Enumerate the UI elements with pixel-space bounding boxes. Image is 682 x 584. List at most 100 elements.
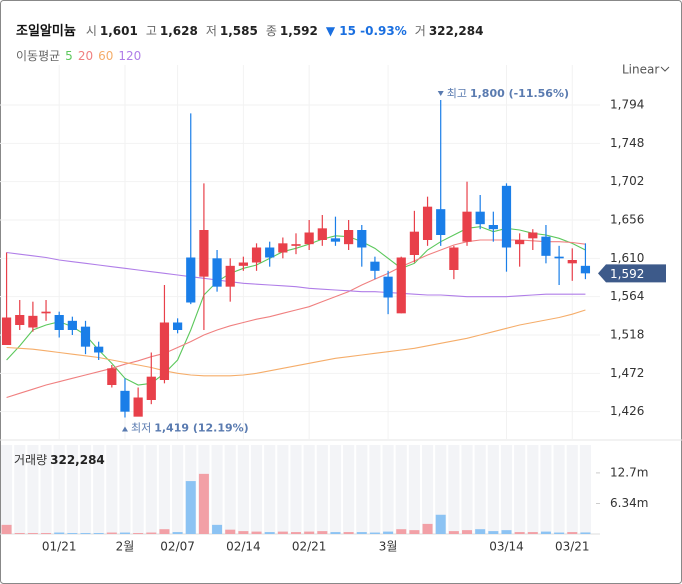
x-tick-label: 02/07 (160, 540, 195, 554)
volume-stripe (527, 445, 539, 534)
volume-stripe (579, 445, 591, 534)
volume-stripe (500, 445, 513, 534)
volume-bar (514, 532, 525, 534)
x-tick-label: 2월 (116, 540, 135, 554)
candle-body (15, 315, 25, 325)
volume-bar (422, 523, 433, 534)
y-tick-label: 1,426 (610, 404, 644, 418)
volume-stripe (474, 445, 486, 534)
volume-stripe (158, 445, 171, 534)
volume-stripe (461, 445, 473, 534)
volume-stripe (40, 445, 52, 534)
volume-stripe (172, 445, 184, 534)
volume-bar (93, 533, 104, 534)
candle-body (396, 257, 406, 314)
volume-stripe (277, 445, 289, 534)
annotation-value: 1,800 (-11.56%) (470, 87, 569, 100)
volume-stripe (290, 445, 302, 534)
ma-line (6, 309, 586, 377)
volume-stripe (93, 445, 105, 534)
x-tick-label: 02/21 (292, 540, 327, 554)
x-tick-label: 02/14 (226, 540, 261, 554)
volume-bar (330, 532, 341, 534)
candle-body (370, 261, 380, 271)
annotation-arrow (437, 91, 444, 96)
legend-entry: 120 (118, 49, 142, 63)
volume-stripe (224, 445, 236, 534)
candle-body (449, 247, 459, 270)
volume-bar (383, 531, 394, 534)
volume-bar (14, 533, 25, 534)
volume-stripe (566, 445, 578, 534)
volume-stripe (369, 445, 381, 534)
volume-bar (580, 532, 591, 534)
candle-body (80, 326, 91, 347)
volume-bar (554, 532, 565, 534)
volume-bar (277, 531, 288, 534)
candle-body (291, 244, 301, 246)
y-tick-label: 1,656 (610, 213, 644, 227)
volume-stripe (264, 445, 276, 534)
candle-body (41, 311, 51, 314)
volume-stripe (329, 445, 342, 534)
legend-title: 이동평균 (16, 49, 61, 63)
volume-bar (106, 532, 117, 534)
volume-stripe (540, 445, 552, 534)
x-tick-label: 03/14 (489, 540, 524, 554)
volume-bar (172, 532, 183, 534)
volume-stripe (27, 445, 39, 534)
volume-stripe (14, 445, 26, 534)
volume-tick-label: 6.34m (610, 496, 648, 510)
volume-bar (119, 532, 130, 534)
last-price-label: 1,592 (610, 267, 644, 281)
volume-bar (409, 530, 420, 534)
y-tick-label: 1,610 (610, 251, 644, 265)
annotation-label: 최저 (131, 422, 151, 435)
annotation: 최고 1,800 (-11.56%) (447, 87, 569, 100)
candle-body (94, 346, 104, 353)
candle-body (251, 247, 262, 263)
volume-bar (27, 533, 38, 534)
candle-body (554, 256, 564, 259)
volume-bar (448, 531, 459, 534)
candle-body (383, 276, 393, 298)
volume-stripe (487, 445, 499, 534)
volume-stripe (395, 445, 407, 534)
volume-bar (396, 529, 407, 534)
candle-body (422, 206, 433, 240)
candle-body (409, 231, 420, 255)
dropdown-chevron[interactable] (660, 66, 670, 72)
volume-stripe (435, 445, 447, 534)
volume-stripe (145, 445, 157, 534)
volume-header: 거래량 322,284 (14, 451, 113, 468)
volume-bar (369, 532, 380, 534)
scale-dropdown[interactable]: Linear (622, 63, 659, 77)
volume-bar (264, 532, 275, 534)
y-tick-label: 1,472 (610, 366, 644, 380)
candle-body (528, 232, 538, 239)
candle-body (107, 368, 117, 385)
volume-bar (80, 533, 91, 534)
stock-name: 조일알미늄 (16, 24, 76, 39)
candle-body (54, 315, 64, 330)
candle-body (238, 262, 248, 266)
candle-body (501, 185, 512, 248)
x-tick-label: 03/21 (555, 540, 590, 554)
last-price-tag (598, 264, 666, 283)
candle-body (541, 236, 551, 256)
x-tick-label: 01/21 (42, 540, 77, 554)
candle-body (199, 230, 209, 277)
candle-body (357, 230, 367, 248)
candle-body (278, 243, 288, 253)
candle-body (225, 265, 235, 287)
price-label: 시 (85, 24, 97, 38)
volume-bar (304, 531, 315, 534)
price-change: ▼ 15 -0.93% (325, 24, 407, 38)
volume-bar (567, 532, 578, 534)
volume-stripe (250, 445, 263, 534)
candle-body (265, 247, 275, 258)
volume-label: 거 (414, 24, 426, 38)
candle-body (580, 265, 591, 274)
y-tick-label: 1,794 (610, 98, 644, 112)
